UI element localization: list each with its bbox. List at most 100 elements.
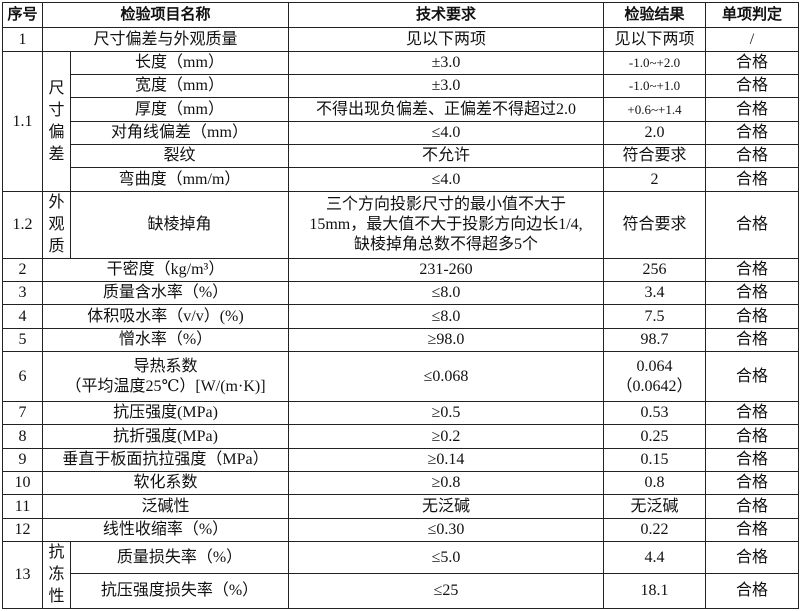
cell-req: ≤0.30 [288,518,605,542]
table-row: 6 导热系数 （平均温度25℃）[W/(m·K)] ≤0.068 0.064 （… [2,351,800,402]
cell-no: 9 [2,448,43,472]
cell-judge: 合格 [705,167,800,192]
name-line: 导热系数 [133,357,198,375]
cell-result: +0.6~+1.4 [603,97,707,122]
cell-no: 4 [2,304,43,329]
cell-result: 0.22 [603,518,707,542]
table-row: 4 体积吸水率（v/v）(%) ≤8.0 7.5 合格 [2,304,800,329]
cell-judge: 合格 [705,97,800,122]
cell-req: 三个方向投影尺寸的最小值不大于 15mm，最大值不大于投影方向边长1/4, 缺棱… [288,191,605,259]
cell-result: 见以下两项 [603,27,707,52]
req-line: 15mm，最大值不大于投影方向边长1/4, [309,216,583,233]
cell-name: 垂直于板面抗拉强度（MPa） [41,448,290,472]
result-line: 0.064 [636,357,673,375]
cell-judge: 合格 [705,281,800,305]
table-row: 12 线性收缩率（%） ≤0.30 0.22 合格 [2,518,800,542]
cell-no: 11 [2,494,43,519]
cell-judge: 合格 [705,351,800,402]
table-row: 13 抗冻性 质量损失率（%） ≤5.0 4.4 合格 [2,540,800,609]
header-judgement: 单项判定 [705,2,800,28]
cell-result: -1.0~+2.0 [603,51,707,75]
table-row: 1.1 尺寸偏差 长度（mm） ±3.0 -1.0~+2.0 合格 [2,51,800,192]
table-row: 1 尺寸偏差与外观质量 见以下两项 见以下两项 / [2,27,800,52]
cell-judge: 合格 [705,51,800,75]
cell-judge: 合格 [705,191,800,259]
cell-req: ≤8.0 [288,304,605,329]
table-row: 8 抗折强度(MPa) ≥0.2 0.25 合格 [2,424,800,449]
cell-no: 10 [2,471,43,495]
cell-no: 8 [2,424,43,449]
cell-req: ≤4.0 [288,167,605,192]
cell-result: 4.4 [603,540,707,575]
cell-no: 3 [2,281,43,305]
req-line: 三个方向投影尺寸的最小值不大于 [326,196,567,213]
cell-name: 体积吸水率（v/v）(%) [41,304,290,329]
cell-result: -1.0~+1.0 [603,74,707,98]
cell-no: 1.2 [2,191,43,259]
cell-judge: / [705,27,800,52]
cell-judge: 合格 [705,518,800,542]
cell-req: ≥0.5 [288,401,605,425]
cell-name: 厚度（mm） [69,97,290,122]
cell-judge: 合格 [705,144,800,168]
cell-result: 2.0 [603,121,707,145]
cell-name: 干密度（kg/m³） [41,258,290,282]
header-item: 检验项目名称 [41,2,290,28]
cell-req: ≥0.14 [288,448,605,472]
cell-req: ≤25 [288,573,605,609]
cell-name: 质量损失率（%） [69,540,290,575]
group-label: 尺寸偏差 [42,51,71,192]
cell-no: 13 [2,541,43,609]
table-row: 1.2 外观质 缺棱掉角 三个方向投影尺寸的最小值不大于 15mm，最大值不大于… [2,191,800,259]
cell-judge: 合格 [705,258,800,282]
cell-result: 0.25 [603,424,707,449]
header-result: 检验结果 [603,2,707,28]
cell-name: 抗折强度(MPa) [41,424,290,449]
table-row: 裂纹 不允许 符合要求 合格 [3,144,800,168]
table-row: 3 质量含水率（%） ≤8.0 3.4 合格 [2,281,800,305]
cell-judge: 合格 [705,328,800,352]
cell-result: 0.8 [603,471,707,495]
header-row: 序号 检验项目名称 技术要求 检验结果 单项判定 [2,2,800,28]
table-row: 10 软化系数 ≥0.8 0.8 合格 [2,471,800,495]
header-requirement: 技术要求 [288,2,605,28]
cell-name: 软化系数 [41,471,290,495]
cell-no: 5 [2,328,43,352]
cell-name: 质量含水率（%） [41,281,290,305]
cell-req: ±3.0 [288,51,605,75]
group-label: 外观质 [42,191,71,259]
cell-name: 裂纹 [69,144,290,168]
cell-result: 256 [603,258,707,282]
table-row: 11 泛碱性 无泛碱 无泛碱 合格 [2,494,800,519]
cell-req: 见以下两项 [288,27,605,52]
table-row: 抗压强度损失率（%） ≤25 18.1 合格 [3,573,800,609]
table-row: 2 干密度（kg/m³） 231-260 256 合格 [2,258,800,282]
cell-result: 0.53 [603,401,707,425]
cell-name: 抗压强度(MPa) [41,401,290,425]
cell-result: 7.5 [603,304,707,329]
cell-req: ≤8.0 [288,281,605,305]
cell-req: 不允许 [288,144,605,168]
cell-req: ≥0.2 [288,424,605,449]
cell-no: 1.1 [2,51,43,192]
cell-judge: 合格 [705,121,800,145]
cell-judge: 合格 [705,573,800,609]
cell-judge: 合格 [705,540,800,575]
cell-name: 线性收缩率（%） [41,518,290,542]
cell-judge: 合格 [705,494,800,519]
cell-name: 憎水率（%） [41,328,290,352]
cell-name: 抗压强度损失率（%） [69,573,290,609]
cell-name: 对角线偏差（mm） [69,121,290,145]
cell-no: 6 [2,351,43,402]
group-label: 抗冻性 [42,541,71,609]
cell-name: 缺棱掉角 [69,191,290,259]
cell-result: 符合要求 [603,191,707,259]
cell-result: 0.064 （0.0642） [603,351,707,402]
header-no: 序号 [2,2,43,28]
cell-name: 长度（mm） [69,51,290,75]
cell-req: ≤5.0 [288,540,605,575]
table-row: 9 垂直于板面抗拉强度（MPa） ≥0.14 0.15 合格 [2,448,800,472]
table-row: 5 憎水率（%） ≥98.0 98.7 合格 [2,328,800,352]
cell-req: ≥0.8 [288,471,605,495]
